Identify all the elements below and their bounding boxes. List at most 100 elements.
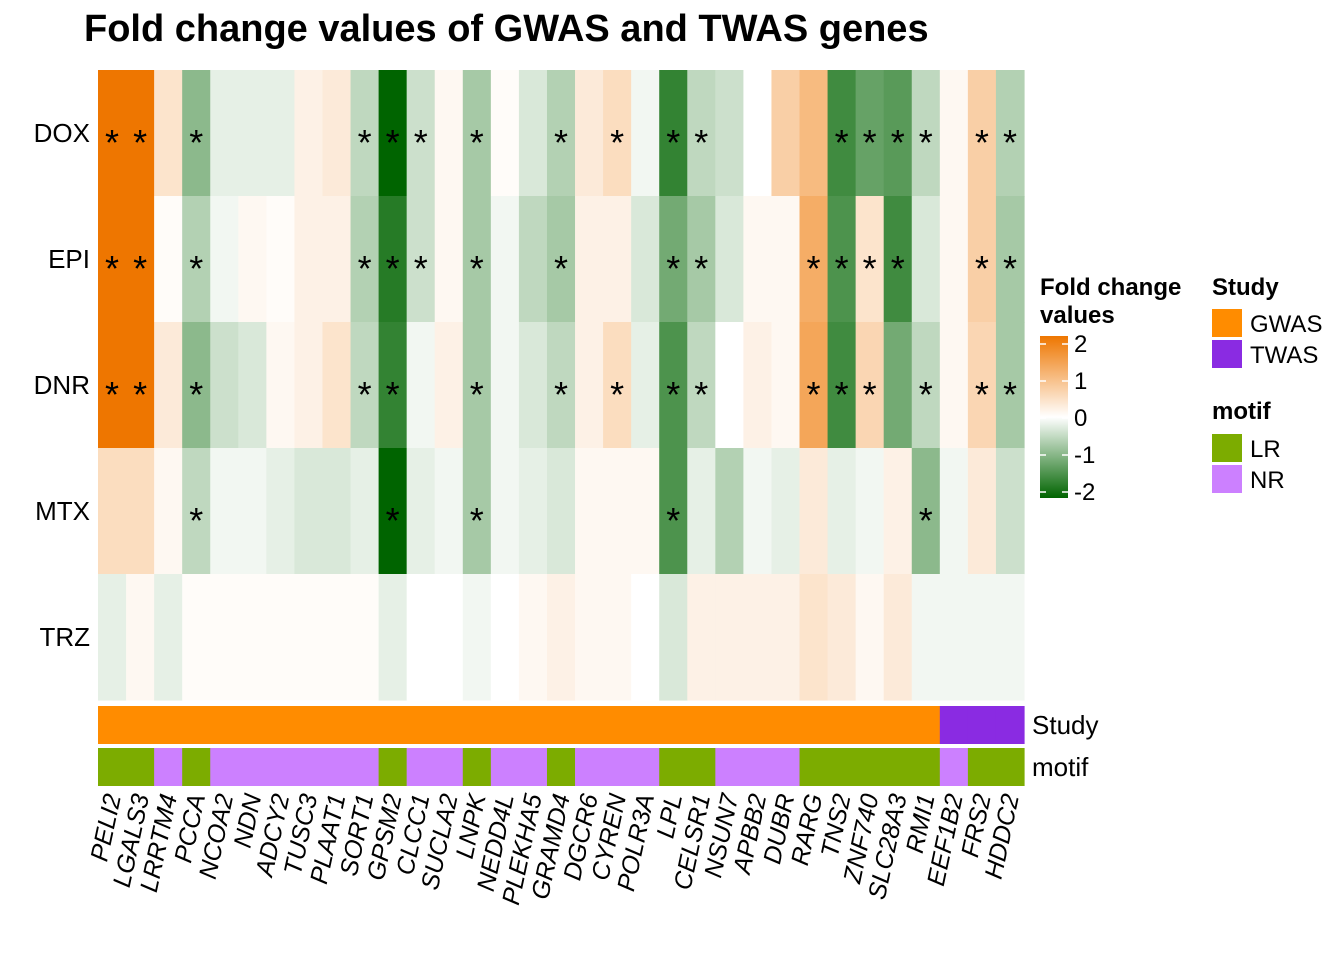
heatmap-cell (799, 448, 829, 575)
heatmap-cell (659, 70, 688, 197)
heatmap-cell (799, 70, 829, 197)
heatmap-cell (827, 574, 857, 701)
heatmap-cell (575, 70, 604, 197)
heatmap-cell (126, 196, 155, 323)
fold-change-legend-title-line1: Fold change (1040, 274, 1182, 301)
motif-legend-label-nr: NR (1250, 467, 1285, 494)
heatmap-cell (266, 70, 296, 197)
heatmap-cell (715, 196, 744, 323)
heatmap-cell (939, 70, 969, 197)
significance-mark: * (470, 500, 484, 541)
heatmap-cell (210, 322, 239, 449)
motif-annotation-cell (743, 748, 773, 786)
heatmap-cell (322, 574, 352, 701)
heatmap-cell (911, 574, 941, 701)
heatmap-cell (546, 448, 576, 575)
motif-annotation-cell (154, 748, 183, 786)
significance-mark: * (414, 122, 428, 163)
significance-mark: * (358, 248, 372, 289)
heatmap-cell (210, 70, 239, 197)
motif-annotation-cell (995, 748, 1025, 786)
significance-mark: * (386, 248, 400, 289)
heatmap-cell (294, 196, 324, 323)
heatmap-cell (995, 196, 1025, 323)
heatmap-cell (266, 574, 296, 701)
significance-mark: * (975, 122, 989, 163)
heatmap-cell (855, 322, 885, 449)
heatmap-cell (743, 574, 773, 701)
heatmap-cell (911, 196, 941, 323)
colorbar-tick-label: -2 (1074, 479, 1095, 506)
motif-annotation-cell (771, 748, 801, 786)
study-annotation-cell (98, 706, 127, 744)
fold-change-legend-title: Fold change values (1040, 274, 1181, 330)
significance-mark: * (1003, 122, 1017, 163)
motif-annotation-cell (210, 748, 239, 786)
heatmap-cell (855, 70, 885, 197)
significance-mark: * (807, 374, 821, 415)
heatmap-cell (266, 196, 296, 323)
column-labels: PELI2LGALS3LRRTM4PCCANCOA2NDNADCY2TUSC3P… (85, 790, 1025, 907)
study-annotation-cell (322, 706, 352, 744)
significance-mark: * (694, 248, 708, 289)
heatmap-cell (154, 70, 183, 197)
motif-annotation-cell (434, 748, 464, 786)
study-annotation-cell (350, 706, 380, 744)
heatmap-cell (799, 322, 829, 449)
heatmap-cell (294, 70, 324, 197)
heatmap-cell (995, 322, 1025, 449)
heatmap-cell (238, 322, 267, 449)
heatmap-cell (518, 196, 548, 323)
significance-mark: * (189, 122, 203, 163)
significance-mark: * (835, 122, 849, 163)
heatmap-cell (518, 574, 548, 701)
significance-mark: * (975, 374, 989, 415)
heatmap-cell (350, 322, 380, 449)
heatmap-cell (603, 574, 632, 701)
heatmap-cell (434, 196, 464, 323)
heatmap-cell (490, 574, 520, 701)
study-annotation-cell (995, 706, 1025, 744)
significance-mark: * (189, 248, 203, 289)
motif-annotation-cell (378, 748, 408, 786)
color-legend: 2 1 0 -1 -2 (1040, 331, 1095, 506)
heatmap-cell (434, 574, 464, 701)
heatmap-cell (631, 448, 660, 575)
heatmap-cell (827, 70, 857, 197)
heatmap-cell (238, 448, 267, 575)
heatmap-cell (406, 574, 436, 701)
row-label: TRZ (39, 622, 90, 652)
motif-annotation-cell (462, 748, 492, 786)
heatmap-cell (715, 322, 744, 449)
heatmap-cell (546, 322, 576, 449)
significance-mark: * (470, 374, 484, 415)
significance-mark: * (386, 374, 400, 415)
colorbar-tick-label: 1 (1074, 368, 1087, 395)
heatmap-cell (294, 574, 324, 701)
chart-title: Fold change values of GWAS and TWAS gene… (84, 8, 929, 50)
motif-annotation-cell (967, 748, 997, 786)
significance-mark: * (105, 248, 119, 289)
heatmap-cell (743, 196, 773, 323)
study-annotation-cell (799, 706, 829, 744)
study-legend-label-gwas: GWAS (1250, 311, 1323, 338)
significance-mark: * (919, 500, 933, 541)
annotation-labels: Study motif (1032, 710, 1099, 782)
heatmap-cell (967, 448, 997, 575)
heatmap-cell (462, 322, 492, 449)
significance-mark: * (694, 374, 708, 415)
heatmap-cell (350, 574, 380, 701)
heatmap-cell (434, 70, 464, 197)
heatmap-cell (518, 70, 548, 197)
significance-mark: * (133, 122, 147, 163)
heatmap-cell (126, 574, 155, 701)
study-annotation-cell (603, 706, 632, 744)
study-annotation-cell (546, 706, 576, 744)
annotation-label: Study (1032, 710, 1099, 740)
heatmap-cell (294, 448, 324, 575)
fold-change-legend-title-line2: values (1040, 302, 1115, 329)
heatmap-cell (490, 322, 520, 449)
significance-mark: * (666, 122, 680, 163)
motif-annotation-cell (883, 748, 913, 786)
